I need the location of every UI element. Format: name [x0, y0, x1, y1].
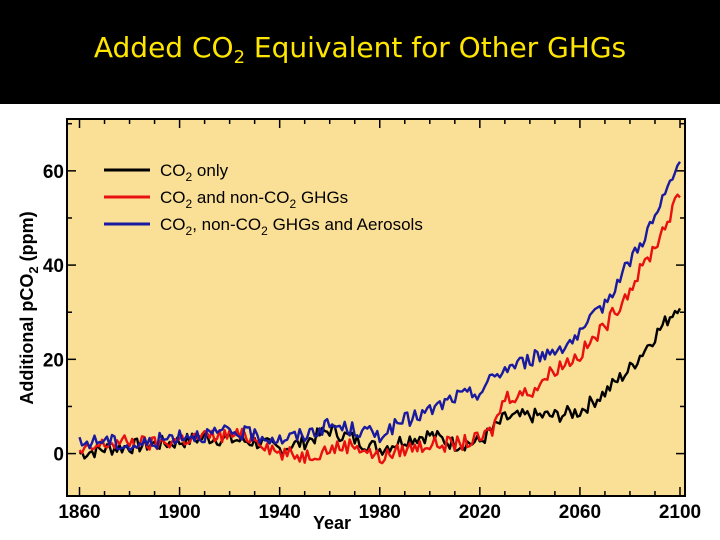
legend-text-part: 2 — [186, 170, 193, 184]
series-line — [78, 161, 681, 452]
legend-text-part: and non-CO — [192, 188, 289, 207]
tick-labels: 1860 1900 1940 1980 2020 2060 2100 0 20 40 60 — [43, 162, 701, 523]
y-label-part: (ppm) — [17, 211, 37, 266]
y-axis-label: Additional pCO2 (ppm) — [17, 211, 41, 404]
legend-text-part: 2 — [186, 197, 193, 211]
x-tick-label: 1980 — [359, 502, 401, 523]
title-subscript: 2 — [233, 47, 246, 68]
title-bar — [0, 0, 720, 104]
title-main: Added CO — [93, 31, 234, 64]
series-line — [78, 193, 681, 465]
x-tick-label: 1940 — [259, 502, 301, 523]
series-lines — [78, 161, 682, 465]
y-tick-label: 20 — [43, 350, 64, 371]
ticks — [67, 119, 685, 496]
y-label-part: Additional pCO — [17, 274, 37, 405]
y-label-subscript: 2 — [26, 266, 41, 273]
legend-entry: CO2, non-CO2 GHGs and Aerosols — [160, 215, 423, 238]
legend-text-part: 2 — [186, 224, 193, 238]
legend-text-part: CO — [160, 188, 186, 207]
x-tick-label: 1860 — [58, 502, 100, 523]
legend-text-part: CO — [160, 161, 186, 180]
legend-text-part: GHGs and Aerosols — [268, 215, 423, 234]
series-line — [78, 307, 682, 460]
y-tick-label: 0 — [53, 445, 64, 466]
y-tick-label: 40 — [43, 256, 64, 277]
x-tick-label: 2100 — [659, 502, 701, 523]
legend-text-part: 2 — [261, 224, 268, 238]
slide-title: Added CO2 Equivalent for Other GHGs — [0, 30, 720, 68]
legend-text-part: only — [192, 161, 228, 180]
x-axis-label: Year — [313, 513, 351, 533]
x-tick-label: 2060 — [559, 502, 601, 523]
legend-text-part: GHGs — [296, 188, 348, 207]
legend-entry: CO2 and non-CO2 GHGs — [160, 188, 348, 211]
legend-text-part: CO — [160, 215, 186, 234]
y-tick-label: 60 — [43, 162, 64, 183]
x-tick-label: 1900 — [158, 502, 200, 523]
title-rest: Equivalent for Other GHGs — [245, 31, 627, 64]
legend-text-part: , non-CO — [192, 215, 261, 234]
x-tick-label: 2020 — [459, 502, 501, 523]
legend-text-part: 2 — [290, 197, 297, 211]
legend-entry: CO2 only — [160, 161, 229, 184]
